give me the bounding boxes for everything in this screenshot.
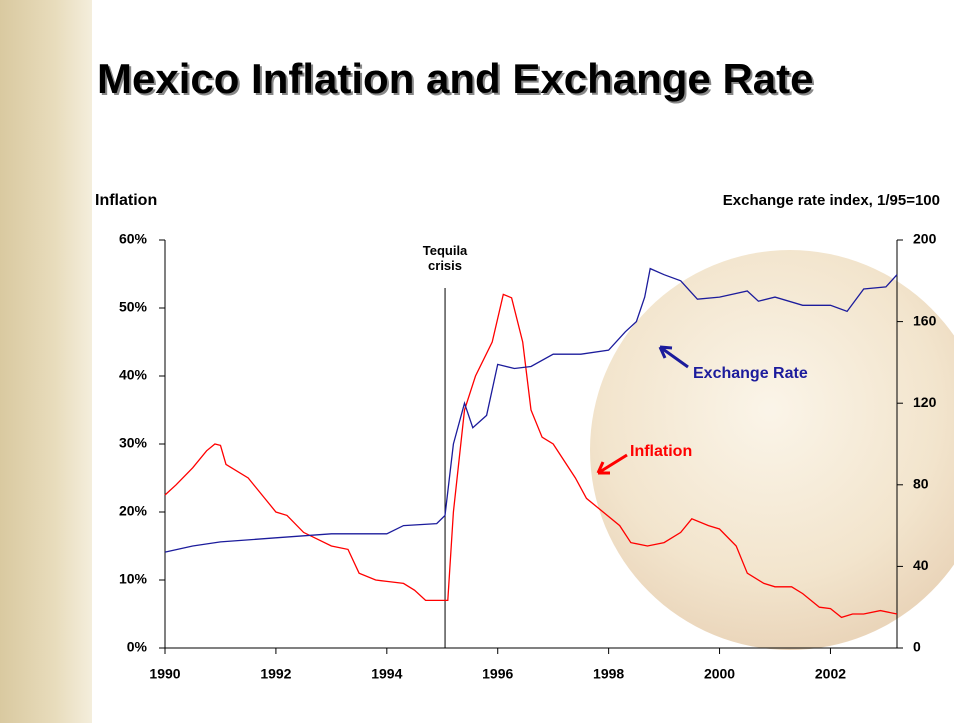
y2-tick-label: 0 xyxy=(913,639,921,655)
y-tick-label: 40% xyxy=(119,367,148,383)
y-axis-label: Inflation xyxy=(95,192,157,209)
x-tick-label: 1994 xyxy=(371,666,402,682)
y2-tick-label: 120 xyxy=(913,394,937,410)
y-tick-label: 0% xyxy=(127,639,148,655)
decor-strip xyxy=(0,0,92,723)
title-shadow: Mexico Inflation and Exchange Rate xyxy=(99,57,815,104)
series-label: Inflation xyxy=(630,443,692,460)
y-tick-label: 30% xyxy=(119,435,148,451)
x-tick-label: 1990 xyxy=(149,666,180,682)
y2-tick-label: 80 xyxy=(913,476,929,492)
x-tick-label: 1998 xyxy=(593,666,624,682)
y2-tick-label: 160 xyxy=(913,312,937,328)
x-tick-label: 2000 xyxy=(704,666,735,682)
y-tick-label: 10% xyxy=(119,571,148,587)
arrow xyxy=(658,345,689,369)
x-tick-label: 2002 xyxy=(815,666,846,682)
y2-tick-label: 40 xyxy=(913,557,929,573)
series-line xyxy=(164,267,898,553)
arrow xyxy=(596,453,628,475)
y-tick-label: 60% xyxy=(119,231,148,247)
x-tick-label: 1996 xyxy=(482,666,513,682)
series-label: Exchange Rate xyxy=(693,365,808,382)
x-tick-label: 1992 xyxy=(260,666,291,682)
series-line xyxy=(164,293,898,619)
y-tick-label: 20% xyxy=(119,503,148,519)
y2-tick-label: 200 xyxy=(913,231,937,247)
annotation: Tequila crisis xyxy=(422,243,468,273)
y2-axis-label: Exchange rate index, 1/95=100 xyxy=(723,192,940,209)
y-tick-label: 50% xyxy=(119,299,148,315)
chart-title: Mexico Inflation and Exchange Rate xyxy=(97,55,813,102)
decor-globe xyxy=(590,250,954,650)
